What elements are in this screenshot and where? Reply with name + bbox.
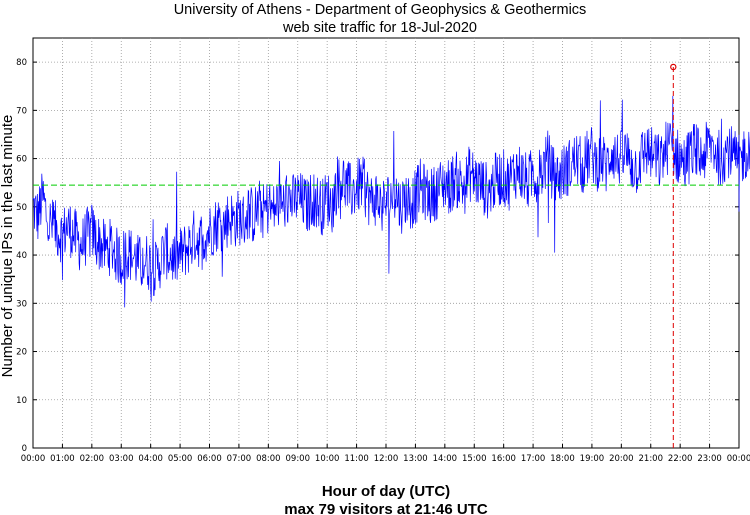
max-marker-point <box>670 63 677 71</box>
x-tick-label: 23:00 <box>697 454 722 464</box>
chart-subtitle: web site traffic for 18-Jul-2020 <box>282 20 477 36</box>
x-tick-label: 00:00 <box>727 454 750 464</box>
x-tick-label: 06:00 <box>197 454 222 464</box>
y-tick-label: 50 <box>16 203 27 213</box>
x-tick-label: 00:00 <box>21 454 46 464</box>
y-tick-label: 40 <box>16 251 27 261</box>
x-tick-label: 08:00 <box>256 454 281 464</box>
x-tick-label: 07:00 <box>227 454 252 464</box>
x-tick-label: 18:00 <box>550 454 575 464</box>
y-tick-label: 30 <box>16 299 27 309</box>
x-tick-label: 21:00 <box>639 454 664 464</box>
y-tick-label: 20 <box>16 348 27 358</box>
x-tick-label: 15:00 <box>462 454 487 464</box>
x-tick-label: 01:00 <box>50 454 75 464</box>
x-tick-label: 22:00 <box>668 454 693 464</box>
chart-title: University of Athens - Department of Geo… <box>174 2 587 18</box>
x-tick-label: 02:00 <box>80 454 105 464</box>
y-axis-label: Number of unique IPs in the last minute <box>0 115 16 378</box>
y-tick-label: 80 <box>16 58 27 68</box>
y-tick-label: 60 <box>16 155 27 165</box>
x-tick-label: 05:00 <box>168 454 193 464</box>
x-tick-label: 11:00 <box>344 454 369 464</box>
x-tick-label: 03:00 <box>109 454 134 464</box>
max-visitors-footer: max 79 visitors at 21:46 UTC <box>284 501 488 515</box>
x-tick-label: 17:00 <box>521 454 546 464</box>
x-tick-label: 19:00 <box>580 454 605 464</box>
x-tick-label: 09:00 <box>286 454 311 464</box>
y-tick-label: 10 <box>16 396 27 406</box>
x-tick-label: 16:00 <box>491 454 516 464</box>
x-tick-label: 12:00 <box>374 454 399 464</box>
traffic-series-line <box>32 95 750 308</box>
x-tick-label: 04:00 <box>138 454 163 464</box>
x-tick-label: 10:00 <box>315 454 340 464</box>
x-tick-label: 13:00 <box>403 454 428 464</box>
y-tick-label: 0 <box>22 444 27 454</box>
plot-area: 0 10 20 30 40 50 60 70 80 00:00 01:00 02:00 03:00 04:… <box>16 37 750 464</box>
y-tick-label: 70 <box>16 106 27 116</box>
x-tick-label: 20:00 <box>609 454 634 464</box>
x-axis-label: Hour of day (UTC) <box>322 483 450 500</box>
x-tick-label: 14:00 <box>433 454 458 464</box>
